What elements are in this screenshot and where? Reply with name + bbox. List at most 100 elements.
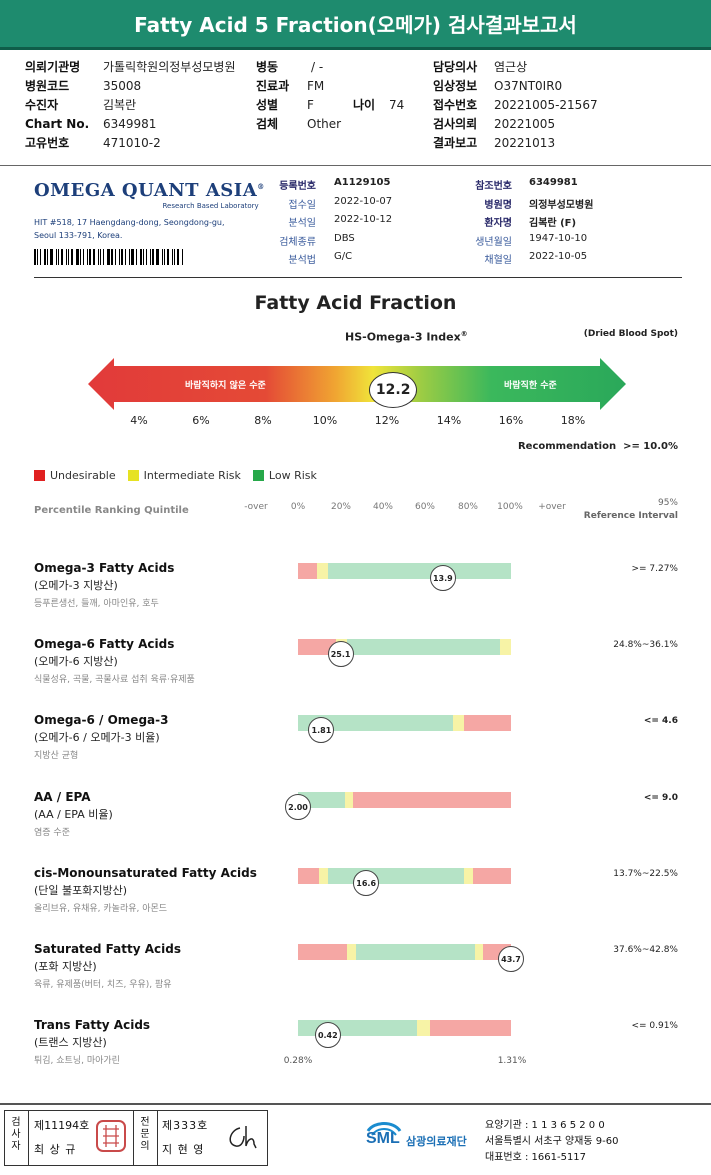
signature-box [4,1110,268,1166]
barcode-bar [131,249,134,265]
sample-field-value: 1947-10-10 [529,233,588,244]
patient-field-label: 검사의뢰 [433,117,478,131]
legend-swatch [252,470,264,481]
patient-field-label: 나이 [353,98,376,112]
barcode-bar [50,249,53,265]
patient-field-value: Other [307,116,342,131]
barcode-bar [66,249,67,265]
range-segment [474,944,484,960]
range-segment [417,1020,431,1036]
barcode-bar [103,249,104,265]
marker-range-bar [298,715,511,731]
recommendation-label: Recommendation [517,441,617,452]
report-title-bar: Fatty Acid 5 Fraction(오메가) 검사결과보고서 [0,0,711,50]
index-tick: 12% [374,414,400,427]
lab-address-line1: HIT #518, 17 Haengdang-dong, Seongdong-g… [34,218,225,227]
percentile-tick: +over [538,502,566,512]
sample-field-label: 채혈일 [484,255,512,266]
legend-label: Undesirable [50,469,116,482]
marker-name: AA / EPA [34,790,91,804]
marker-food-sources: 육류, 유제품(버터, 치즈, 우유), 팜유 [34,980,172,990]
patient-field-value: 김복란 [103,98,137,112]
barcode-bar [37,249,38,265]
barcode-bar [177,249,179,265]
barcode-bar [71,249,73,265]
sample-field-label: 참조번호 [475,181,512,192]
marker-reference-interval: >= 7.27% [631,564,678,574]
legend-swatch [127,470,139,481]
percentile-tick: 40% [372,502,393,512]
barcode-bar [34,249,36,265]
barcode-bar [40,249,41,265]
vertical-char: 문 [140,1129,150,1140]
range-segment [464,715,511,731]
range-segment [453,715,465,731]
patient-field: 의뢰기관명 가톨릭학원의정부성모병원 [25,57,235,76]
sample-field-label: 등록번호 [279,181,316,192]
barcode-bar [136,249,137,265]
lab-address: HIT #518, 17 Haengdang-dong, Seongdong-g… [34,216,225,242]
barcode-bar [111,249,113,265]
sample-field-label: 분석일 [288,218,316,229]
barcode-bar [58,249,59,265]
barcode-bar [129,249,130,265]
marker-name: Omega-6 / Omega-3 [34,713,169,727]
desirable-zone-label: 바람직한 수준 [504,379,557,391]
patient-field-label: 임상정보 [433,79,478,93]
barcode-bar [83,249,84,265]
barcode-bar [98,249,99,265]
marker-food-sources: 튀김, 쇼트닝, 마아가린 [34,1056,120,1066]
patient-field-label: 고유번호 [25,136,70,150]
barcode-bar [156,249,159,265]
percentile-tick: 100% [497,502,523,512]
patient-field: 진료과 FM [256,76,324,95]
marker-food-sources: 염증 수준 [34,828,70,838]
marker-korean-name: (오메가-6 / 오메가-3 비율) [34,731,160,744]
specialist-signature [229,1126,257,1149]
marker-korean-name: (단일 불포화지방산) [34,884,128,897]
marker-value-badge: 1.81 [308,717,335,743]
legend-item: Intermediate Risk [127,469,241,482]
patient-field-value: 20221005-21567 [494,97,598,112]
marker-reference-interval: <= 9.0 [643,793,678,803]
barcode-bar [61,249,63,265]
patient-field-label: 병동 [256,60,279,74]
vertical-char: 의 [140,1141,150,1152]
examiner-seal-stamp [96,1120,126,1152]
sample-field-value: 2022-10-12 [334,214,393,225]
barcode-bar [182,249,183,265]
patient-field: Chart No. 6349981 [25,114,156,133]
marker-korean-name: (AA / EPA 비율) [34,808,113,821]
patient-field: 수진자 김복란 [25,95,136,114]
barcode-bar [100,249,101,265]
patient-field-value: 74 [389,97,405,112]
sample-field-value: 의정부성모병원 [529,200,594,211]
barcode-bar [152,249,154,265]
lab-tagline: Research Based Laboratory [162,202,259,210]
barcode-bar [119,249,120,265]
sample-field-label: 검체종류 [279,237,316,248]
range-segment [472,868,511,884]
sample-field-value: G/C [334,251,353,262]
sample-field-label: 분석법 [288,255,316,266]
legend-item: Undesirable [34,469,116,482]
sample-field-label: 생년월일 [475,237,512,248]
barcode-bar [44,249,46,265]
marker-name: Omega-3 Fatty Acids [34,561,175,575]
org-name: 삼광의료재단 [406,1135,467,1148]
marker-name: Saturated Fatty Acids [34,942,181,956]
recommendation: Recommendation >= 10.0% [500,441,678,452]
sample-field-label: 병원명 [484,200,512,211]
vertical-char: 사 [11,1129,21,1140]
patient-field-label: 수진자 [25,98,59,112]
barcode-bar [164,249,165,265]
reference-interval-header: 95% Reference Interval [560,497,678,523]
sample-field-label: 접수일 [288,200,316,211]
range-segment [344,792,354,808]
barcode-bar [150,249,151,265]
barcode-bar [87,249,88,265]
trans-axis-max: 1.31% [497,1056,527,1066]
lab-divider [34,277,682,278]
marker-range-bar [298,563,511,579]
